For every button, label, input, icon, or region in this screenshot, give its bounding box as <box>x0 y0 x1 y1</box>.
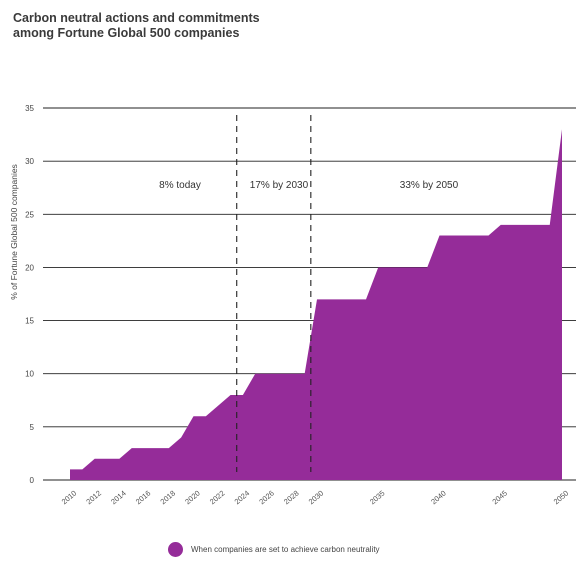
chart-title-line-1: Carbon neutral actions and commitments <box>13 11 260 25</box>
y-tick-label-5: 5 <box>30 423 35 432</box>
x-tick-label-2020: 2020 <box>183 489 202 507</box>
y-tick-label-20: 20 <box>25 263 34 272</box>
y-tick-label-15: 15 <box>25 317 34 326</box>
chart-title: Carbon neutral actions and commitments a… <box>13 11 333 41</box>
legend-label: When companies are set to achieve carbon… <box>191 544 380 554</box>
y-axis-label: % of Fortune Global 500 companies <box>9 164 19 300</box>
x-tick-label-2018: 2018 <box>159 489 178 507</box>
x-tick-label-2040: 2040 <box>429 489 448 507</box>
x-tick-label-2016: 2016 <box>134 489 153 507</box>
y-tick-label-35: 35 <box>25 104 34 113</box>
x-tick-label-2014: 2014 <box>109 489 128 507</box>
y-tick-label-25: 25 <box>25 210 34 219</box>
plot-area <box>70 129 562 480</box>
x-tick-label-2010: 2010 <box>60 489 79 507</box>
y-tick-label-10: 10 <box>25 370 34 379</box>
x-tick-label-2028: 2028 <box>282 489 301 507</box>
x-tick-label-2045: 2045 <box>490 489 509 507</box>
y-tick-label-30: 30 <box>25 157 34 166</box>
area-series <box>70 129 562 480</box>
x-tick-label-2030: 2030 <box>307 489 326 507</box>
annotation-3: 33% by 2050 <box>400 180 459 191</box>
x-tick-label-2050: 2050 <box>552 489 571 507</box>
milestone-markers <box>236 115 312 472</box>
x-tick-label-2026: 2026 <box>257 489 276 507</box>
x-tick-label-2035: 2035 <box>368 489 387 507</box>
chart-title-line-2: among Fortune Global 500 companies <box>13 26 240 40</box>
legend: When companies are set to achieve carbon… <box>168 540 380 558</box>
annotation-2: 17% by 2030 <box>250 180 309 191</box>
legend-swatch <box>168 541 183 557</box>
y-axis-tick-labels: 0 5 10 15 20 25 30 35 <box>25 104 34 485</box>
x-tick-label-2012: 2012 <box>84 489 103 507</box>
annotations: 8% today 17% by 2030 33% by 2050 <box>159 180 458 191</box>
x-axis-tick-labels: 2010 2012 2014 2016 2018 2020 2022 2024 2026 2028… <box>60 489 571 507</box>
y-tick-label-0: 0 <box>30 476 35 485</box>
annotation-1: 8% today <box>159 180 201 191</box>
x-tick-label-2024: 2024 <box>233 489 252 507</box>
x-tick-label-2022: 2022 <box>208 489 227 507</box>
